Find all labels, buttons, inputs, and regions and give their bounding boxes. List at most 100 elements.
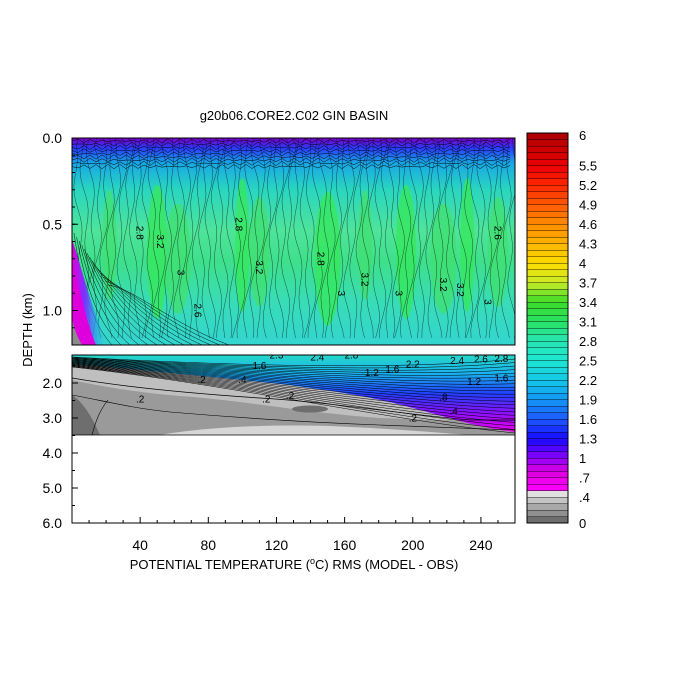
contour-line bbox=[72, 394, 515, 431]
contour-line bbox=[255, 138, 266, 339]
colorbar-swatch bbox=[526, 184, 569, 193]
x-tick-label: 120 bbox=[265, 537, 289, 553]
lower-contour-lines bbox=[72, 356, 515, 436]
contour-label: 3.2 bbox=[253, 260, 264, 274]
contour-label: 3.2 bbox=[359, 272, 370, 286]
contour-line bbox=[204, 138, 216, 339]
contour-line bbox=[154, 138, 166, 339]
contour-label: .2 bbox=[262, 394, 271, 405]
colorbar-swatch bbox=[526, 425, 569, 433]
contour-line bbox=[362, 138, 374, 339]
contour-line bbox=[381, 138, 393, 339]
contour-line bbox=[330, 138, 342, 339]
green-core bbox=[487, 196, 508, 307]
colorbar-swatch bbox=[526, 236, 569, 245]
lower-dark-spot bbox=[292, 405, 328, 413]
y-axis-label: DEPTH (km) bbox=[20, 293, 35, 367]
colorbar-label: 5.5 bbox=[579, 159, 597, 174]
contour-label: 3 bbox=[335, 290, 346, 296]
contour-line bbox=[482, 138, 493, 339]
colorbar-swatch bbox=[526, 334, 569, 342]
y-axis-upper: 0.0 0.5 1.0 bbox=[43, 130, 78, 329]
contour-line bbox=[406, 138, 418, 339]
colorbar-swatch bbox=[526, 152, 569, 160]
colorbar-swatch bbox=[526, 139, 569, 147]
y-tick-label: 6.0 bbox=[43, 515, 63, 531]
contour-line bbox=[72, 363, 515, 409]
colorbar-swatch bbox=[526, 191, 569, 199]
contour-line bbox=[141, 138, 153, 339]
left-edge-magenta bbox=[72, 258, 96, 345]
contour-label: .4 bbox=[238, 375, 247, 386]
colorbar-swatch bbox=[526, 444, 569, 453]
x-axis-label-part-1: POTENTIAL TEMPERATURE ( bbox=[130, 557, 311, 572]
colorbar-swatch bbox=[526, 464, 569, 472]
contour-line bbox=[249, 138, 260, 339]
colorbar-swatch bbox=[526, 314, 569, 323]
colorbar-swatch bbox=[526, 516, 569, 524]
colorbar-swatch bbox=[526, 327, 569, 336]
contour-line bbox=[91, 399, 109, 436]
colorbar: 6 5.5 5.2 4.9 4.6 4.3 4 3.7 3.4 3.1 2.8 2.5 2.2 1.9 1.… bbox=[526, 128, 597, 531]
contour-label: 2.8 bbox=[314, 252, 325, 266]
contour-line bbox=[78, 240, 131, 345]
contour-line bbox=[76, 236, 122, 345]
colorbar-swatch bbox=[526, 366, 569, 375]
colorbar-swatch bbox=[526, 431, 569, 440]
lower-contour-labels: 2.3 2.4 2.81.2 1.6 2.2 2.4 2.6 2.81.2 1.6.8.4.2.… bbox=[136, 351, 509, 425]
upper-contour-lines bbox=[72, 138, 515, 345]
contour-line bbox=[419, 138, 430, 339]
contour-line bbox=[293, 138, 304, 339]
colorbar-swatch bbox=[526, 308, 569, 316]
contour-label: 2.3 bbox=[270, 351, 284, 362]
contour-line bbox=[105, 280, 221, 345]
colorbar-swatch bbox=[526, 373, 569, 381]
contour-line bbox=[86, 252, 158, 345]
colorbar-frame bbox=[526, 132, 569, 524]
contour-label: 2.6 bbox=[492, 226, 503, 240]
colorbar-label: 1 bbox=[579, 451, 586, 466]
colorbar-label: 3.4 bbox=[579, 295, 597, 310]
contour-label: 1.6 bbox=[252, 361, 266, 372]
contour-line bbox=[84, 248, 149, 345]
colorbar-label: .4 bbox=[579, 490, 590, 505]
colorbar-swatch bbox=[526, 145, 569, 154]
colorbar-swatch bbox=[526, 204, 569, 212]
contour-label: .2 bbox=[409, 414, 418, 425]
colorbar-label: 5.2 bbox=[579, 178, 597, 193]
contour-label: 2.6 bbox=[192, 304, 203, 318]
contour-line bbox=[72, 160, 511, 166]
contour-line bbox=[230, 138, 241, 339]
upper-contour-labels: 2.8 3.2 3 2.6 2.8 3.2 2.8 3 3.2 3 3.2 3 2.6 3.2 bbox=[134, 217, 503, 318]
colorbar-swatch bbox=[526, 230, 569, 238]
colorbar-swatch bbox=[526, 295, 569, 303]
green-core bbox=[314, 191, 341, 326]
contour-line bbox=[211, 138, 222, 339]
contour-line bbox=[343, 138, 355, 339]
x-tick-label: 200 bbox=[401, 537, 425, 553]
contour-label: 3 bbox=[393, 290, 404, 296]
contour-line bbox=[400, 138, 412, 339]
y-tick-label: 2.0 bbox=[43, 375, 63, 391]
colorbar-swatch bbox=[526, 165, 569, 173]
contour-line bbox=[337, 138, 349, 339]
colorbar-swatch bbox=[526, 132, 569, 141]
contour-line bbox=[72, 360, 515, 385]
contour-line bbox=[72, 358, 515, 373]
contour-line bbox=[355, 138, 368, 339]
contour-line bbox=[236, 138, 247, 339]
colorbar-swatch bbox=[526, 509, 569, 518]
contour-line bbox=[72, 377, 515, 421]
x-tick-label: 40 bbox=[132, 537, 148, 553]
contour-line bbox=[431, 138, 443, 339]
colorbar-swatch bbox=[526, 496, 569, 505]
contour-line bbox=[275, 138, 285, 339]
contour-line bbox=[72, 357, 515, 369]
contour-line bbox=[488, 138, 499, 339]
contour-line bbox=[98, 138, 109, 339]
contour-line bbox=[425, 138, 437, 339]
colorbar-swatch bbox=[526, 275, 569, 284]
contour-line bbox=[72, 154, 511, 160]
x-tick-label: 80 bbox=[201, 537, 217, 553]
contour-label: 2.8 bbox=[344, 351, 358, 362]
